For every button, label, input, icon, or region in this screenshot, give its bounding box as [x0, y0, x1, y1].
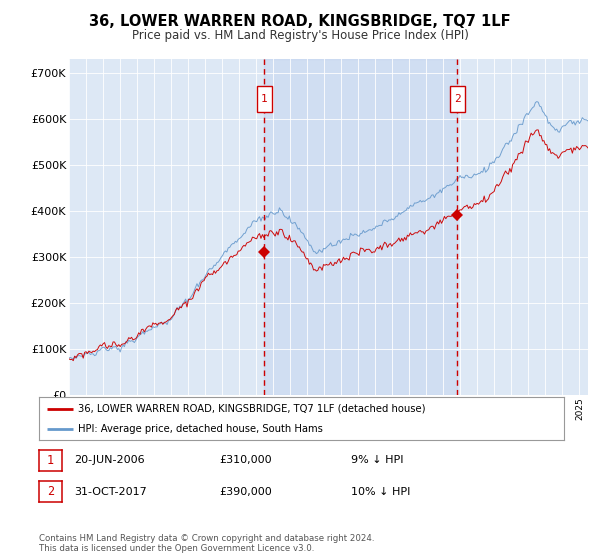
- Text: 36, LOWER WARREN ROAD, KINGSBRIDGE, TQ7 1LF (detached house): 36, LOWER WARREN ROAD, KINGSBRIDGE, TQ7 …: [79, 404, 426, 413]
- Text: 9% ↓ HPI: 9% ↓ HPI: [351, 455, 404, 465]
- Text: Price paid vs. HM Land Registry's House Price Index (HPI): Price paid vs. HM Land Registry's House …: [131, 29, 469, 42]
- Text: 1: 1: [47, 454, 54, 467]
- FancyBboxPatch shape: [450, 86, 465, 112]
- Text: £390,000: £390,000: [219, 487, 272, 497]
- Text: 36, LOWER WARREN ROAD, KINGSBRIDGE, TQ7 1LF: 36, LOWER WARREN ROAD, KINGSBRIDGE, TQ7 …: [89, 14, 511, 29]
- Text: 1: 1: [261, 94, 268, 104]
- Bar: [264, 59, 457, 395]
- Text: 10% ↓ HPI: 10% ↓ HPI: [351, 487, 410, 497]
- Text: 2: 2: [47, 485, 54, 498]
- Text: 2: 2: [454, 94, 461, 104]
- Text: HPI: Average price, detached house, South Hams: HPI: Average price, detached house, Sout…: [79, 424, 323, 434]
- Text: 31-OCT-2017: 31-OCT-2017: [74, 487, 146, 497]
- FancyBboxPatch shape: [257, 86, 272, 112]
- Text: 20-JUN-2006: 20-JUN-2006: [74, 455, 145, 465]
- Text: £310,000: £310,000: [219, 455, 272, 465]
- Text: Contains HM Land Registry data © Crown copyright and database right 2024.
This d: Contains HM Land Registry data © Crown c…: [39, 534, 374, 553]
